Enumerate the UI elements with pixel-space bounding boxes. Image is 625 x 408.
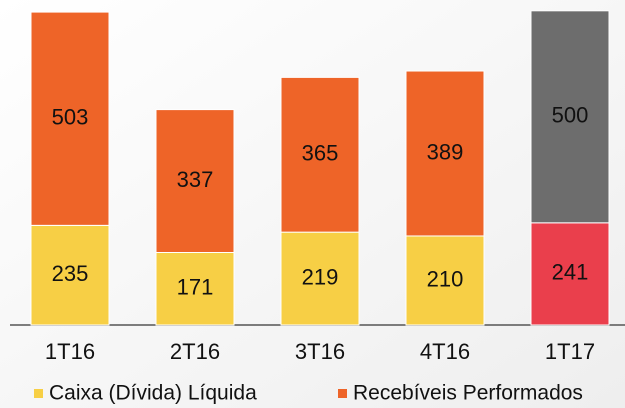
x-tick-label: 2T16 [170,339,220,364]
chart: 235 503 1T16 171 337 2T16 219 365 3T16 210 389 4T16… [0,0,625,408]
legend-label: Recebíveis Performados [353,382,583,405]
value-label: 171 [177,275,214,300]
legend-marker [34,389,43,398]
x-tick-label: 4T16 [420,339,470,364]
x-tick-label: 3T16 [295,339,345,364]
value-label: 210 [427,266,464,291]
legend-marker [338,389,347,398]
value-label: 337 [177,167,214,192]
value-label: 503 [52,105,89,130]
value-label: 500 [552,103,589,128]
value-label: 365 [302,141,339,166]
x-tick-label: 1T16 [45,339,95,364]
legend-label: Caixa (Dívida) Líquida [49,382,257,405]
value-label: 235 [52,261,89,286]
value-label: 389 [427,139,464,164]
value-label: 241 [552,260,589,285]
value-label: 219 [302,264,339,289]
x-tick-label: 1T17 [545,339,595,364]
